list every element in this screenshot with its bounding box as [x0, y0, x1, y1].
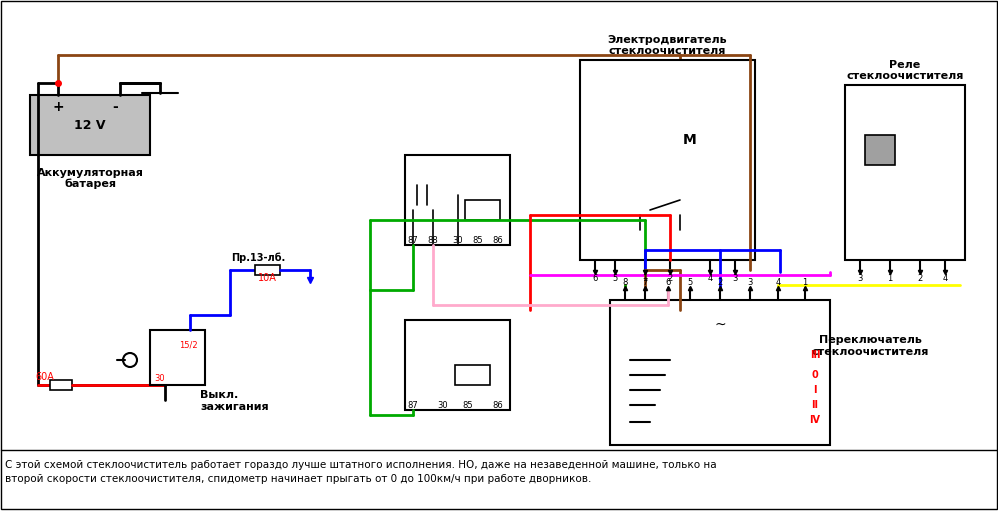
Text: стеклоочистителя: стеклоочистителя	[811, 347, 929, 357]
Text: 3: 3	[733, 273, 738, 283]
Text: Реле: Реле	[889, 60, 920, 70]
Bar	[845, 85, 965, 260]
Text: 0: 0	[811, 370, 818, 380]
Text: 3: 3	[857, 273, 862, 283]
Text: второй скорости стеклоочистителя, спидометр начинает прыгать от 0 до 100км/ч при: второй скорости стеклоочистителя, спидом…	[5, 474, 592, 484]
Text: 12 V: 12 V	[74, 119, 106, 131]
Text: зажигания: зажигания	[200, 402, 268, 412]
Text: батарея: батарея	[64, 179, 116, 189]
Text: 8: 8	[623, 277, 628, 287]
Text: 2: 2	[917, 273, 922, 283]
Text: 4: 4	[942, 273, 948, 283]
Text: 6: 6	[592, 273, 598, 283]
Text: Электродвигатель: Электродвигатель	[608, 35, 728, 45]
Text: 86: 86	[493, 236, 503, 244]
Text: Переключатель: Переключатель	[818, 335, 921, 345]
Text: 4: 4	[775, 277, 780, 287]
Text: 87: 87	[407, 236, 418, 244]
Text: 87: 87	[407, 401, 418, 409]
Text: 2: 2	[668, 273, 673, 283]
Bar	[405, 320, 510, 410]
Bar	[455, 365, 490, 385]
Text: 30: 30	[453, 236, 463, 244]
Text: стеклоочистителя: стеклоочистителя	[846, 71, 964, 81]
Text: -: -	[112, 100, 118, 114]
Text: 30: 30	[438, 401, 448, 409]
Text: 5: 5	[688, 277, 693, 287]
Text: ~: ~	[715, 318, 726, 332]
Text: Аккумуляторная: Аккумуляторная	[37, 168, 144, 178]
Text: С этой схемой стеклоочиститель работает гораздо лучше штатного исполнения. НО, д: С этой схемой стеклоочиститель работает …	[5, 460, 717, 470]
Text: 4: 4	[708, 273, 713, 283]
Text: 88: 88	[427, 236, 438, 244]
Text: 85: 85	[463, 401, 473, 409]
Text: I: I	[813, 385, 816, 395]
Bar	[610, 300, 830, 445]
Bar	[50, 380, 72, 390]
Text: 30: 30	[155, 374, 166, 383]
Text: Пр.13-лб.: Пр.13-лб.	[231, 253, 285, 263]
Text: 85: 85	[473, 236, 483, 244]
Text: 5: 5	[613, 273, 618, 283]
Text: 3: 3	[748, 277, 752, 287]
Text: 10A: 10A	[257, 273, 276, 283]
Text: 15/2: 15/2	[179, 340, 198, 350]
Text: 1: 1	[802, 277, 807, 287]
Bar	[150, 330, 205, 385]
Text: 2: 2	[718, 277, 723, 287]
Text: стеклоочистителя: стеклоочистителя	[609, 46, 727, 56]
Text: 86: 86	[493, 401, 503, 409]
Text: Выкл.: Выкл.	[200, 390, 239, 400]
Text: M: M	[683, 133, 697, 147]
Bar	[405, 155, 510, 245]
Text: 6: 6	[666, 277, 671, 287]
Text: 1: 1	[643, 273, 648, 283]
Bar	[255, 265, 280, 275]
Bar	[865, 135, 895, 165]
Bar	[465, 200, 500, 220]
Text: II: II	[811, 400, 818, 410]
Text: 60A: 60A	[36, 372, 55, 382]
Bar	[580, 60, 755, 260]
Text: +: +	[52, 100, 64, 114]
Text: 7: 7	[643, 277, 648, 287]
Bar	[30, 95, 150, 155]
Text: IV: IV	[809, 415, 820, 425]
Text: 1: 1	[887, 273, 892, 283]
Text: III: III	[809, 350, 820, 360]
